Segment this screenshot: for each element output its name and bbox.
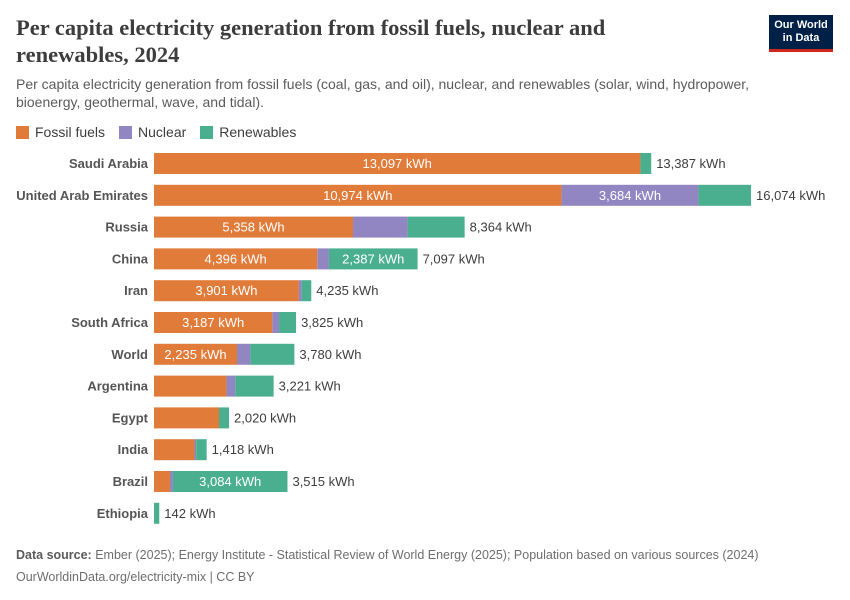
bar-nuclear-india[interactable] [194, 439, 197, 461]
category-label-egypt: Egypt [112, 410, 149, 425]
value-label-fossil-fuels-china: 4,396 kWh [205, 251, 267, 266]
category-label-world: World [111, 347, 148, 362]
category-label-united-arab-emirates: United Arab Emirates [16, 188, 148, 203]
bar-nuclear-argentina[interactable] [226, 375, 236, 397]
legend-item-fossil-fuels[interactable]: Fossil fuels [16, 124, 105, 140]
bar-renewables-ethiopia[interactable] [154, 502, 160, 524]
category-label-saudi-arabia: Saudi Arabia [69, 156, 149, 171]
total-label-brazil: 3,515 kWh [292, 474, 354, 489]
bar-renewables-united-arab-emirates[interactable] [698, 184, 751, 206]
bar-fossil-fuels-argentina[interactable] [154, 375, 227, 397]
footer-source-text: Ember (2025); Energy Institute - Statist… [95, 548, 759, 562]
bar-fossil-fuels-saudi-arabia[interactable] [154, 153, 641, 174]
value-label-fossil-fuels-iran: 3,901 kWh [195, 283, 257, 298]
bar-fossil-fuels-china[interactable] [154, 248, 318, 270]
logo-line-1: Our World [774, 19, 828, 31]
bar-fossil-fuels-egypt[interactable] [154, 407, 219, 429]
total-label-china: 7,097 kWh [423, 251, 485, 266]
legend-label-renewables: Renewables [219, 124, 297, 140]
bar-nuclear-world[interactable] [237, 343, 251, 365]
bar-renewables-saudi-arabia[interactable] [640, 153, 652, 174]
total-label-argentina: 3,221 kWh [279, 379, 341, 394]
category-label-india: India [118, 442, 149, 457]
chart-subtitle: Per capita electricity generation from f… [16, 76, 750, 110]
category-label-brazil: Brazil [113, 474, 148, 489]
bar-renewables-world[interactable] [250, 343, 295, 365]
total-label-russia: 8,364 kWh [470, 220, 532, 235]
value-label-renewables-brazil: 3,084 kWh [199, 474, 261, 489]
legend-swatch-nuclear [119, 125, 133, 139]
legend-label-nuclear: Nuclear [138, 124, 187, 140]
category-label-russia: Russia [105, 220, 148, 235]
bar-nuclear-brazil[interactable] [169, 471, 173, 492]
value-label-renewables-china: 2,387 kWh [342, 251, 404, 266]
bar-fossil-fuels-russia[interactable] [154, 216, 353, 238]
value-label-nuclear-united-arab-emirates: 3,684 kWh [599, 188, 661, 203]
bar-renewables-iran[interactable] [301, 280, 312, 302]
category-label-iran: Iran [124, 283, 148, 298]
bar-renewables-brazil[interactable] [172, 471, 288, 492]
bar-renewables-china[interactable] [328, 248, 418, 270]
logo-line-2: in Data [782, 31, 820, 44]
category-label-ethiopia: Ethiopia [97, 506, 149, 521]
bar-chart: Saudi Arabia 13,097 kWh 13,387 kWh United A… [16, 153, 825, 524]
legend-swatch-fossil-fuels [16, 125, 29, 139]
legend-item-renewables[interactable]: Renewables [200, 124, 296, 140]
chart-title: Per capita electricity generation from f… [16, 15, 606, 67]
total-label-india: 1,418 kWh [212, 442, 274, 457]
bar-nuclear-russia[interactable] [353, 216, 408, 238]
total-label-egypt: 2,020 kWh [234, 410, 296, 425]
total-label-ethiopia: 142 kWh [164, 506, 215, 521]
value-label-fossil-fuels-united-arab-emirates: 10,974 kWh [323, 188, 392, 203]
footer-source: Data source: Ember (2025); Energy Instit… [16, 548, 759, 562]
category-label-south-africa: South Africa [71, 315, 149, 330]
total-label-iran: 4,235 kWh [316, 283, 378, 298]
bar-fossil-fuels-brazil[interactable] [154, 471, 170, 492]
total-label-united-arab-emirates: 16,074 kWh [756, 188, 825, 203]
value-label-fossil-fuels-world: 2,235 kWh [164, 347, 226, 362]
bar-fossil-fuels-world[interactable] [154, 343, 238, 365]
value-label-fossil-fuels-south-africa: 3,187 kWh [182, 315, 244, 330]
bar-renewables-argentina[interactable] [235, 375, 274, 397]
category-label-argentina: Argentina [87, 379, 148, 394]
bar-nuclear-united-arab-emirates[interactable] [561, 184, 699, 206]
legend: Fossil fuels Nuclear Renewables [16, 123, 310, 141]
total-label-saudi-arabia: 13,387 kWh [656, 156, 725, 171]
total-label-world: 3,780 kWh [299, 347, 361, 362]
bar-nuclear-china[interactable] [317, 248, 329, 270]
bar-fossil-fuels-united-arab-emirates[interactable] [154, 184, 562, 206]
value-label-fossil-fuels-saudi-arabia: 13,097 kWh [363, 156, 432, 171]
value-label-fossil-fuels-russia: 5,358 kWh [222, 220, 284, 235]
owid-logo[interactable]: Our World in Data [769, 15, 833, 52]
bar-fossil-fuels-india[interactable] [154, 439, 195, 461]
bar-renewables-india[interactable] [196, 439, 207, 461]
bar-nuclear-south-africa[interactable] [272, 312, 280, 333]
legend-item-nuclear[interactable]: Nuclear [119, 124, 186, 140]
total-label-south-africa: 3,825 kWh [301, 315, 363, 330]
bar-fossil-fuels-iran[interactable] [154, 280, 299, 302]
bar-renewables-south-africa[interactable] [279, 312, 297, 333]
legend-label-fossil-fuels: Fossil fuels [35, 124, 106, 140]
bar-nuclear-iran[interactable] [298, 280, 302, 302]
category-label-china: China [112, 251, 149, 266]
footer-source-label: Data source: [16, 548, 92, 562]
footer-url-license[interactable]: OurWorldinData.org/electricity-mix | CC … [16, 570, 255, 584]
legend-swatch-renewables [200, 125, 214, 139]
bar-renewables-egypt[interactable] [218, 407, 230, 429]
bar-fossil-fuels-south-africa[interactable] [154, 312, 273, 333]
bar-renewables-russia[interactable] [407, 216, 465, 238]
